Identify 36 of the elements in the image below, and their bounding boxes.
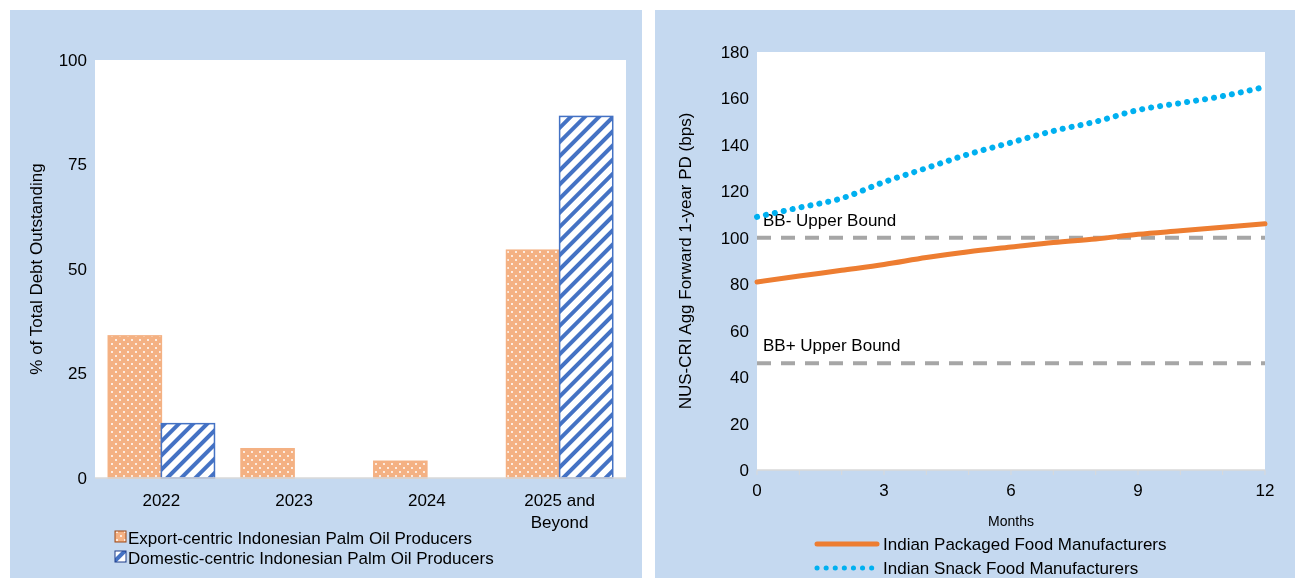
x-tick-label: 12 [1255, 481, 1275, 500]
y-tick-label: 180 [720, 42, 749, 62]
y-axis-title: NUS-CRI Agg Forward 1-year PD (bps) [676, 112, 695, 410]
y-tick-label: 75 [68, 155, 87, 175]
x-tick-label: 6 [1006, 481, 1016, 500]
x-tick-label: 2023 [275, 491, 314, 510]
legend-label: Indian Packaged Food Manufacturers [883, 534, 1167, 554]
legend-label: Indian Snack Food Manufacturers [883, 558, 1139, 578]
bar [107, 335, 163, 479]
x-tick-label: 2025 and Beyond [524, 491, 596, 532]
x-tick-label: 2024 [407, 491, 446, 510]
y-tick-label: 120 [720, 182, 749, 202]
y-tick-label: 100 [720, 228, 749, 248]
x-axis-title: Months [988, 513, 1034, 529]
x-tick-label: 3 [879, 481, 889, 500]
y-tick-label: 100 [58, 50, 87, 70]
x-tick-label: 9 [1133, 481, 1143, 500]
ref-line-label: BB+ Upper Bound [763, 336, 901, 356]
y-tick-label: 40 [730, 368, 749, 388]
bar [160, 422, 216, 479]
y-tick-label: 160 [720, 89, 749, 109]
y-tick-label: 140 [720, 135, 749, 155]
legend-label: Export-centric Indonesian Palm Oil Producers [128, 528, 472, 548]
bar [558, 115, 614, 479]
y-tick-label: 80 [730, 275, 749, 295]
y-tick-label: 0 [739, 460, 749, 480]
y-axis-title: % of Total Debt Outstanding [27, 163, 46, 375]
bar [505, 249, 561, 479]
y-tick-label: 20 [730, 414, 749, 434]
y-tick-label: 50 [68, 259, 87, 279]
x-tick-label: 2022 [142, 491, 181, 510]
y-tick-label: 25 [68, 364, 87, 384]
y-tick-label: 60 [730, 321, 749, 341]
legend-label: Domestic-centric Indonesian Palm Oil Producers [128, 548, 494, 568]
x-tick-label: 0 [752, 481, 762, 500]
bar [240, 447, 295, 479]
